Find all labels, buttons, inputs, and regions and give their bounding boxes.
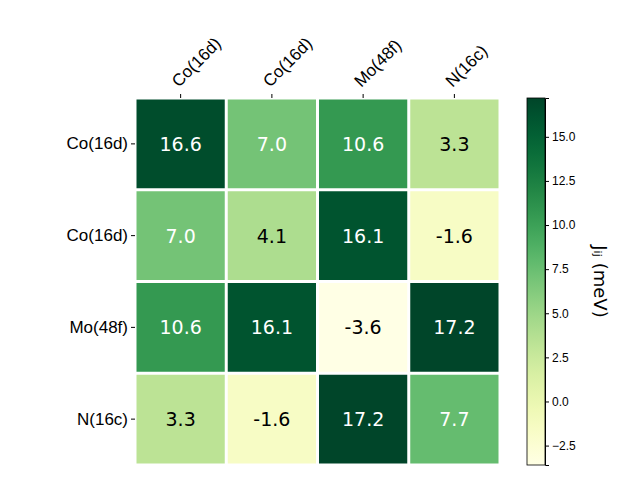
y-tick-mark [131,235,135,236]
heat-cell [410,191,498,280]
cell-label: 7.0 [257,133,287,155]
y-tick-mark [131,327,135,328]
x-axis: Co(16d) Co(16d) Mo(48f) N(16c) [168,34,491,98]
colorbar-gradient [527,98,545,465]
y-tick: Co(16d) [67,134,135,153]
colorbar-tick-label: 10.0 [552,218,576,232]
x-tick-label: N(16c) [442,41,492,91]
cell-label: 17.2 [433,316,475,338]
colorbar-tick: 5.0 [545,307,569,321]
heat-cell [319,191,407,280]
cell-label: 17.2 [342,408,384,430]
x-tick: Co(16d) [168,34,225,98]
cell-label: -1.6 [253,408,290,430]
colorbar-tick: 15.0 [545,130,576,144]
cell-label: -3.6 [345,316,382,338]
colorbar-tick-label: 12.5 [552,174,576,188]
x-tick-label: Co(16d) [259,34,316,91]
cell-label: 7.0 [166,225,196,247]
cell-label: -1.6 [436,225,473,247]
colorbar-tick-mark [545,357,549,358]
heat-cell [137,375,225,464]
colorbar-tick-mark [545,446,549,447]
x-tick-mark [180,94,181,98]
cell-labels: 16.6 7.0 10.6 3.3 7.0 4.1 16.1 -1.6 10.6 16.1 -3.6… [159,133,475,430]
colorbar-tick: −2.5 [545,439,576,453]
colorbar-tick-label: 15.0 [552,130,576,144]
y-tick: Co(16d) [67,226,135,245]
x-tick: Co(16d) [259,34,316,98]
colorbar-tick-label: 0.0 [552,395,569,409]
x-tick-mark [271,94,272,98]
cell-label: 3.3 [439,133,469,155]
y-tick-label: N(16c) [77,410,128,429]
x-tick-mark [363,94,364,98]
heat-cell [228,375,316,464]
heat-cell [410,375,498,464]
cell-label: 16.6 [159,133,201,155]
x-tick-mark [454,94,455,98]
heat-cell [319,375,407,464]
colorbar-tick: 2.5 [545,351,569,365]
y-tick: Mo(48f) [69,318,135,337]
colorbar-label: Jᵢⱼ (meV) [590,244,611,317]
heat-cell [228,191,316,280]
heat-cell [228,283,316,372]
colorbar-tick-label: 7.5 [552,262,569,276]
x-tick: N(16c) [442,41,492,98]
heat-cell [319,283,407,372]
y-tick-mark [131,143,135,144]
cell-label: 10.6 [342,133,384,155]
cell-label: 4.1 [257,225,287,247]
heat-cell [137,283,225,372]
colorbar-axis: −2.5 0.0 2.5 5.0 7.5 10.0 12.5 15.0 [545,99,576,466]
y-axis: Co(16d) Co(16d) Mo(48f) N(16c) [67,134,135,428]
colorbar-tick: 0.0 [545,395,569,409]
cell-label: 16.1 [342,225,384,247]
colorbar-tick-mark [545,401,549,402]
colorbar-tick-label: −2.5 [552,439,576,453]
heat-cell [137,191,225,280]
colorbar-axis-line [546,99,550,466]
colorbar-tick: 7.5 [545,262,569,276]
cell-label: 10.6 [159,316,201,338]
heat-cell [410,100,498,189]
cell-label: 7.7 [439,408,469,430]
plot: 16.6 7.0 10.6 3.3 7.0 4.1 16.1 -1.6 10.6 16.1 -3.6… [67,34,499,464]
heat-cell [137,100,225,189]
y-tick-label: Co(16d) [67,226,128,245]
colorbar-tick-mark [545,137,549,138]
x-tick-label: Mo(48f) [351,36,406,91]
x-tick-label: Co(16d) [168,34,225,91]
y-tick: N(16c) [77,410,135,429]
y-tick-label: Mo(48f) [69,318,128,337]
colorbar-tick: 12.5 [545,174,576,188]
colorbar-tick-label: 2.5 [552,351,569,365]
colorbar-tick-mark [545,225,549,226]
y-tick-mark [131,419,135,420]
cells [137,100,499,464]
colorbar-tick: 10.0 [545,218,576,232]
x-tick: Mo(48f) [351,36,406,98]
heat-cell [319,100,407,189]
colorbar-tick-label: 5.0 [552,307,569,321]
colorbar-tick-mark [545,181,549,182]
cell-label: 3.3 [166,408,196,430]
colorbar-tick-mark [545,313,549,314]
heat-cell [228,100,316,189]
cell-label: 16.1 [251,316,293,338]
colorbar-tick-mark [545,269,549,270]
heat-cell [410,283,498,372]
y-tick-label: Co(16d) [67,134,128,153]
colorbar: −2.5 0.0 2.5 5.0 7.5 10.0 12.5 15.0 [527,98,576,466]
